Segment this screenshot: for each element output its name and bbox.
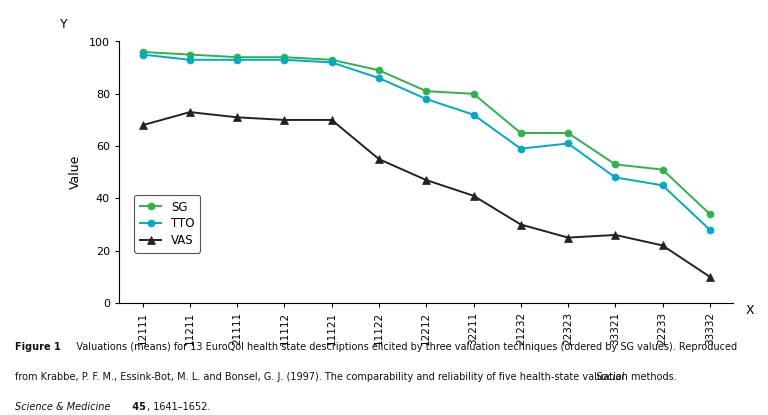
Text: Figure 1: Figure 1 [15,342,61,352]
Text: 45: 45 [129,402,146,412]
Text: from Krabbe, P. F. M., Essink-Bot, M. L. and Bonsel, G. J. (1997). The comparabi: from Krabbe, P. F. M., Essink-Bot, M. L.… [15,372,680,382]
Text: , 1641–1652.: , 1641–1652. [147,402,211,412]
Text: X: X [746,304,754,317]
Text: Valuations (means) for 13 EuroQol health state descriptions elicited by three va: Valuations (means) for 13 EuroQol health… [67,342,737,352]
Legend: SG, TTO, VAS: SG, TTO, VAS [134,195,200,253]
Y-axis label: Value: Value [69,155,82,189]
Text: Y: Y [60,18,68,31]
Text: Social: Social [596,372,625,382]
Text: Science & Medicine: Science & Medicine [15,402,111,412]
